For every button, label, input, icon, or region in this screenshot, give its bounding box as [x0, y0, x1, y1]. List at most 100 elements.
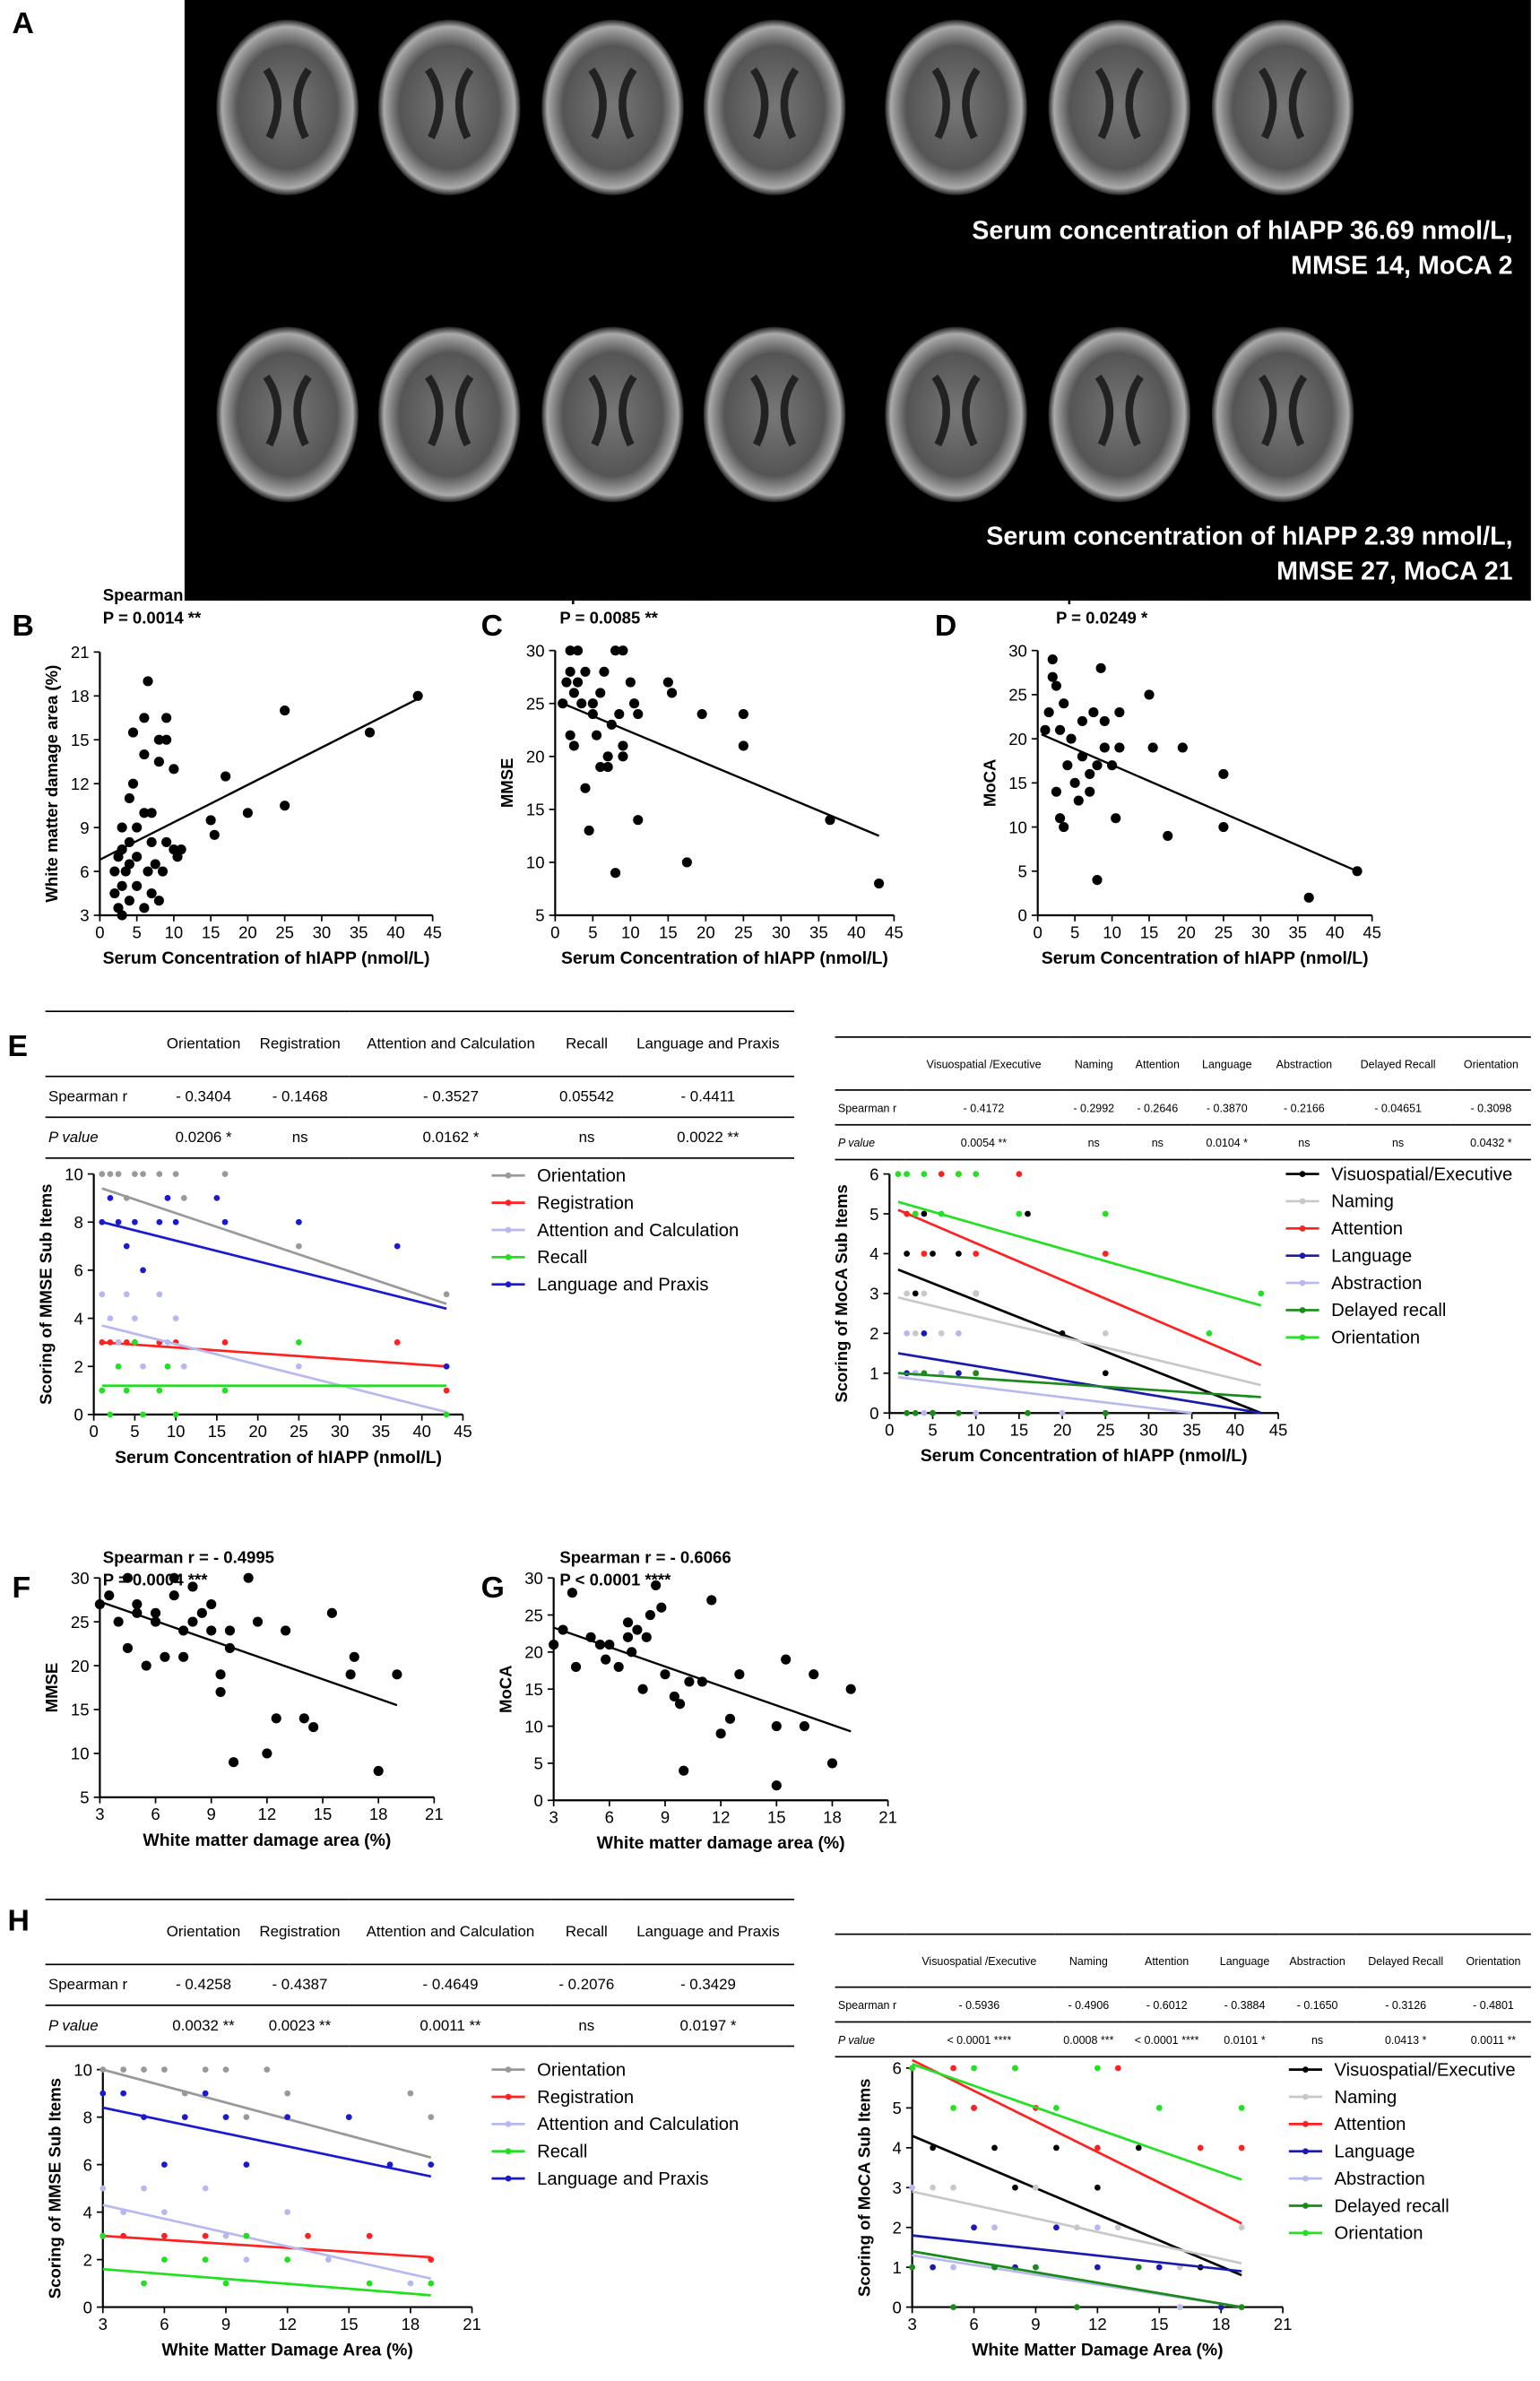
panel-label: D — [935, 609, 956, 643]
legend-dot — [1299, 1225, 1306, 1232]
stats-table: Visuospatial /Executive Naming Attention La… — [835, 1036, 1531, 1160]
point — [284, 2090, 291, 2097]
point — [1238, 2144, 1245, 2152]
x-axis-title: White Matter Damage Area (%) — [972, 2341, 1224, 2360]
point — [221, 1339, 229, 1346]
x-tick-label: 6 — [969, 2315, 978, 2333]
table-row: Spearman r - 0.4172 - 0.2992 - 0.2646 - 0.38… — [835, 1090, 1531, 1125]
point — [950, 2105, 956, 2111]
x-tick-label: 15 — [314, 1805, 333, 1823]
point — [1012, 2184, 1018, 2191]
point — [153, 757, 164, 767]
point — [738, 708, 748, 720]
y-tick-label: 15 — [524, 1680, 543, 1699]
point — [326, 1607, 337, 1618]
annotation: Spearman r = - 0.3837 — [559, 585, 731, 604]
legend-label: Orientation — [537, 1166, 626, 1186]
point — [781, 1654, 792, 1665]
point — [296, 1242, 302, 1250]
y-tick-label: 1 — [869, 1364, 878, 1383]
column-header: Visuospatial /Executive — [921, 1953, 1037, 1968]
point — [305, 2232, 311, 2239]
table-cell: - 0.2076 — [558, 1976, 615, 1994]
point — [921, 1409, 928, 1416]
point — [160, 1651, 170, 1662]
brain-detail — [263, 374, 312, 446]
table-cell: 0.0206 * — [175, 1129, 232, 1147]
table-cell: 0.0101 * — [1224, 2032, 1266, 2047]
annotation: P = 0.0085 ** — [559, 608, 658, 627]
point — [109, 866, 120, 877]
point — [1163, 830, 1173, 841]
point — [394, 1242, 401, 1250]
y-axis-title: Scoring of MoCA Sub Items — [832, 1184, 851, 1403]
table-cell: - 0.2992 — [1073, 1100, 1115, 1114]
x-tick-label: 21 — [463, 2315, 481, 2333]
table-cell: - 0.4649 — [422, 1976, 479, 1994]
table-cell: 0.0022 ** — [677, 1129, 740, 1147]
legend-label: Abstraction — [1334, 2169, 1424, 2189]
point — [296, 1363, 302, 1370]
brain-detail — [931, 67, 981, 140]
panel-label: E — [7, 1029, 28, 1063]
brain-detail — [1094, 67, 1144, 140]
point — [107, 1195, 114, 1201]
point — [874, 878, 885, 889]
y-tick-label: 4 — [74, 1309, 82, 1328]
point — [284, 2256, 291, 2263]
table-cell: 0.0413 * — [1384, 2032, 1427, 2047]
row-header: Spearman r — [837, 1100, 897, 1114]
x-tick-label: 35 — [1288, 922, 1307, 941]
panel-label: F — [13, 1571, 31, 1605]
point — [221, 1387, 229, 1394]
point — [591, 730, 602, 740]
point — [156, 1291, 163, 1298]
point — [222, 2280, 229, 2287]
point — [1155, 2105, 1163, 2111]
point — [909, 2184, 915, 2191]
point — [1012, 2065, 1018, 2072]
point — [224, 1625, 235, 1636]
point — [271, 1713, 281, 1724]
point — [610, 868, 621, 879]
column-header: Orientation — [1463, 1056, 1518, 1070]
x-tick-label: 12 — [712, 1808, 731, 1827]
y-tick-label: 3 — [892, 2178, 901, 2197]
brain-slice — [541, 19, 684, 195]
brain-detail — [749, 374, 800, 446]
point — [956, 1251, 962, 1257]
point — [99, 1171, 106, 1177]
point — [222, 2066, 229, 2074]
point — [549, 1640, 559, 1650]
point — [1102, 1370, 1109, 1377]
point — [161, 836, 172, 847]
table-cell: - 0.1650 — [1296, 1997, 1338, 2012]
point — [956, 1409, 962, 1416]
x-tick-label: 15 — [1140, 922, 1159, 941]
x-tick-label: 0 — [550, 922, 559, 941]
y-tick-label: 6 — [83, 2155, 92, 2174]
point — [1073, 795, 1084, 806]
point — [243, 2256, 250, 2263]
x-tick-label: 45 — [454, 1422, 472, 1441]
point — [107, 1315, 114, 1321]
point — [202, 2185, 209, 2192]
brain-detail — [425, 374, 474, 446]
point — [1102, 1210, 1109, 1217]
x-tick-label: 40 — [1226, 1421, 1245, 1440]
point — [724, 1713, 736, 1724]
legend-dot — [505, 2066, 512, 2074]
legend-label: Attention and Calculation — [537, 2115, 739, 2134]
point — [140, 1411, 146, 1418]
row-header: P value — [837, 2032, 876, 2047]
point — [1094, 2144, 1101, 2152]
regression-line — [897, 1352, 1261, 1415]
table-cell: - 0.6012 — [1146, 1997, 1188, 2012]
x-tick-label: 45 — [423, 922, 442, 941]
table-row: P value 0.0206 * ns 0.0162 * ns 0.0022 ** — [45, 1117, 794, 1158]
y-tick-label: 21 — [71, 643, 90, 662]
legend-label: Recall — [537, 1248, 587, 1268]
point — [117, 880, 127, 891]
point — [1043, 707, 1054, 718]
legend-label: Language — [1334, 2143, 1415, 2162]
